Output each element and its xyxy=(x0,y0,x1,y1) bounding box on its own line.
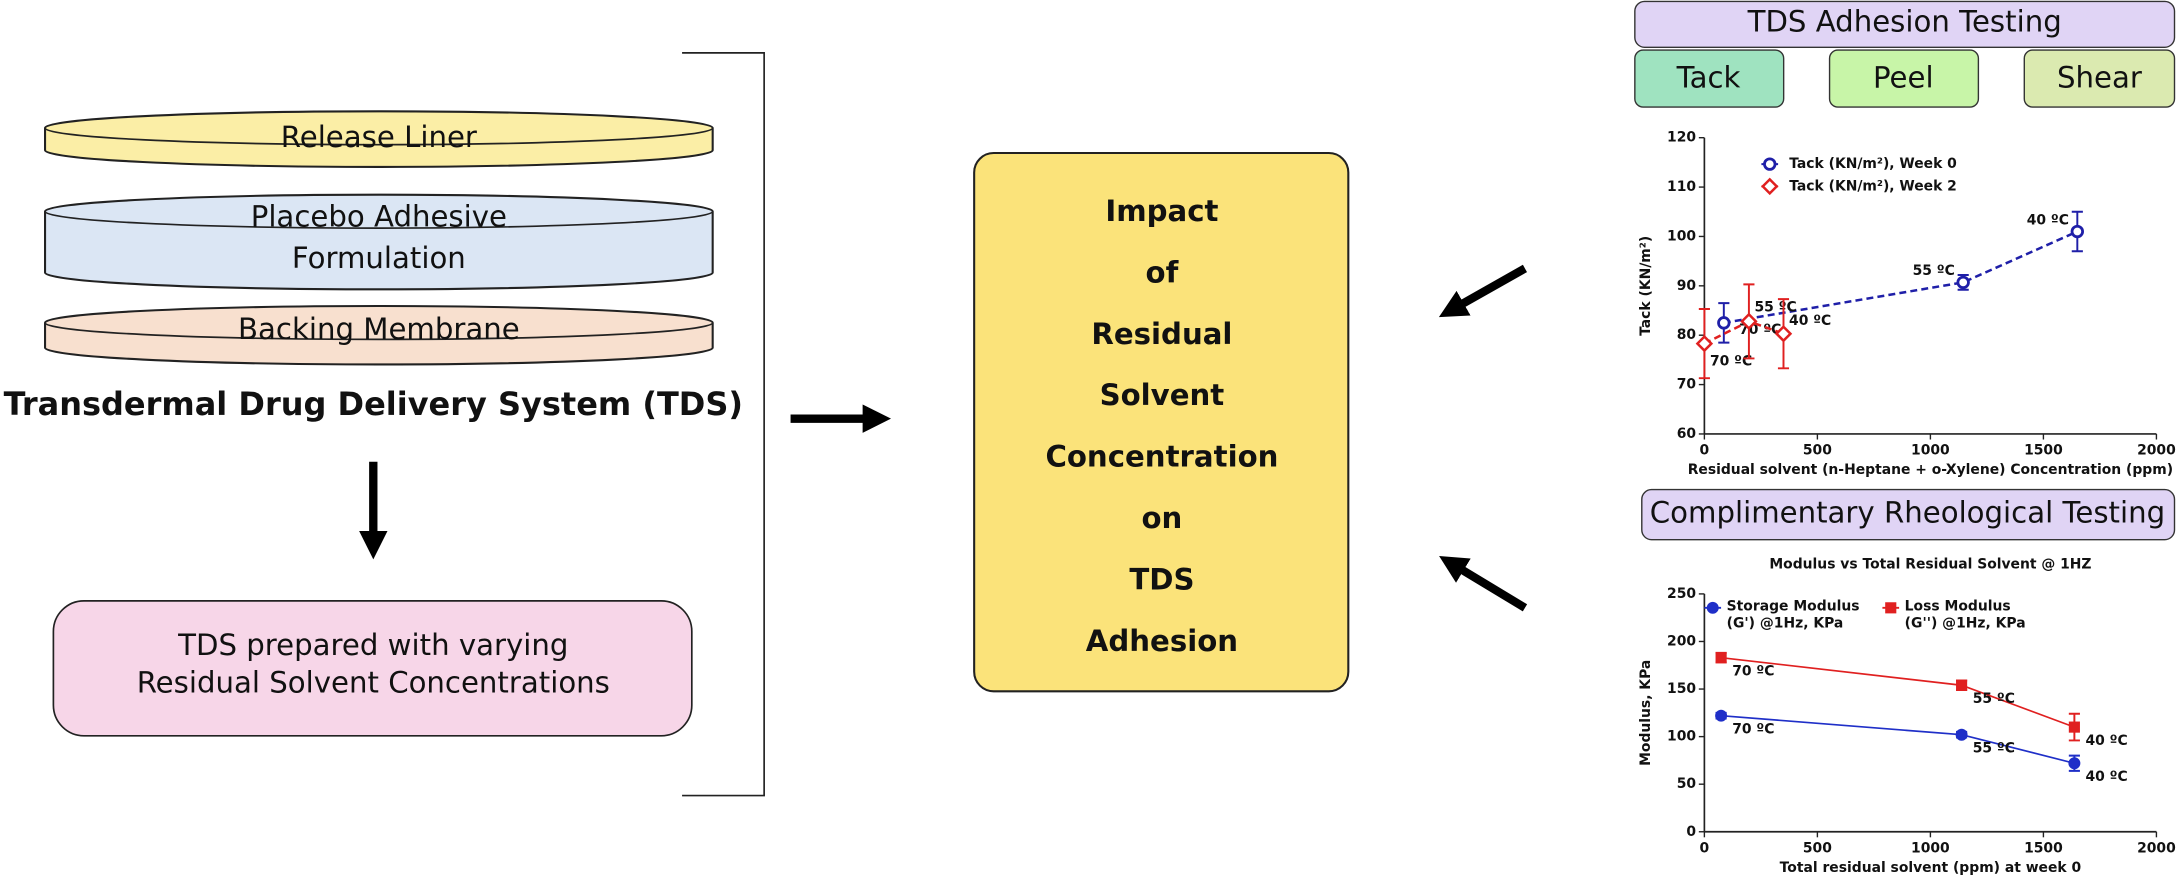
x-tick-label: 0 xyxy=(1700,443,1710,459)
layer-label: Backing Membrane xyxy=(238,312,520,346)
point-label: 70 ºC xyxy=(1732,722,1774,738)
bracket xyxy=(682,52,765,797)
marker xyxy=(1885,602,1897,614)
marker xyxy=(1717,316,1731,330)
legend-label: Loss Modulus (G'') @1Hz, KPa xyxy=(1904,599,2026,632)
header-box xyxy=(1634,0,2176,48)
marker xyxy=(1956,275,1970,290)
test-box xyxy=(1634,49,1785,108)
marker xyxy=(1761,177,1779,196)
test-box xyxy=(2023,49,2176,108)
rheology-header: Complimentary Rheological Testing xyxy=(1650,496,2165,530)
x-tick-label: 0 xyxy=(1700,840,1710,856)
test-box xyxy=(1828,49,1980,108)
y-tick-label: 90 xyxy=(1677,278,1696,294)
layer-label: Formulation xyxy=(292,241,466,275)
layer-placebo-adhesive: Placebo Adhesive Formulation xyxy=(44,193,714,291)
y-tick-label: 100 xyxy=(1667,729,1696,745)
legend-entry: Storage Modulus (G') @1Hz, KPa xyxy=(1726,599,1860,632)
y-tick-label: 120 xyxy=(1667,130,1696,146)
marker xyxy=(1956,679,1968,691)
central-line: Residual xyxy=(1091,317,1232,351)
series-line xyxy=(1723,230,2078,325)
marker xyxy=(1715,709,1728,722)
point-label: 55 ºC xyxy=(1973,741,2015,757)
y-tick-label: 70 xyxy=(1677,377,1696,393)
x-tick-label: 2000 xyxy=(2137,443,2176,459)
point-label: 40 ºC xyxy=(2086,769,2128,785)
chart-title: Modulus vs Total Residual Solvent @ 1HZ xyxy=(1769,557,2091,573)
legend-label: Tack (KN/m²), Week 0 xyxy=(1789,156,1957,172)
x-tick-label: 500 xyxy=(1803,840,1832,856)
y-tick-label: 80 xyxy=(1677,327,1696,343)
y-tick-label: 50 xyxy=(1677,776,1696,792)
x-tick-label: 500 xyxy=(1803,443,1832,459)
central-text: Impact of Residual Solvent Concentration on TD… xyxy=(1045,194,1278,658)
test-label: Shear xyxy=(2057,60,2142,94)
marker xyxy=(2068,757,2081,770)
central-line: on xyxy=(1142,501,1183,535)
marker xyxy=(1955,728,1968,741)
marker xyxy=(1763,157,1777,171)
legend-label: Storage Modulus (G') @1Hz, KPa xyxy=(1726,599,1860,632)
central-line: Solvent xyxy=(1100,378,1225,412)
marker xyxy=(1715,652,1727,664)
marker xyxy=(1740,312,1758,331)
legend-entry: Loss Modulus (G'') @1Hz, KPa xyxy=(1904,599,2026,632)
central-line: Impact xyxy=(1105,194,1218,228)
arrow xyxy=(1438,264,1528,318)
chart: 60 70 80 90 100 110 120 0 500 1000 1500 2000 Residua… xyxy=(1638,130,2176,478)
y-axis-label: Tack (KN/m²) xyxy=(1638,236,1654,336)
y-axis-label: Modulus, KPa xyxy=(1638,660,1654,766)
point-label: 40 ºC xyxy=(2027,212,2069,228)
arrow xyxy=(1439,555,1528,612)
point-label: 40 ºC xyxy=(1789,313,1831,329)
adhesion-header: TDS Adhesion Testing xyxy=(1747,5,2062,39)
marker xyxy=(1706,601,1719,614)
marker xyxy=(1774,324,1793,343)
prepared-text: TDS prepared with varying xyxy=(177,628,568,662)
layer-label: Placebo Adhesive xyxy=(251,199,507,233)
prepared-box xyxy=(52,600,693,737)
prepared-text: Residual Solvent Concentrations xyxy=(137,665,610,699)
y-tick-label: 0 xyxy=(1686,824,1696,840)
y-tick-label: 250 xyxy=(1667,586,1696,602)
layer-release-liner: Release Liner xyxy=(44,110,714,168)
point-label: 40 ºC xyxy=(2086,733,2128,749)
legend-label: Tack (KN/m²), Week 2 xyxy=(1789,178,1957,194)
point-label: 70 ºC xyxy=(1732,664,1774,680)
chart: Modulus vs Total Residual Solvent @ 1HZ 0… xyxy=(1638,557,2176,876)
layer-backing-membrane: Backing Membrane xyxy=(44,304,714,366)
y-tick-label: 200 xyxy=(1667,633,1696,649)
point-label: 55 ºC xyxy=(1973,691,2015,707)
central-line: TDS xyxy=(1129,563,1194,597)
x-axis-label: Total residual solvent (ppm) at week 0 xyxy=(1780,860,2081,876)
layer-label: Release Liner xyxy=(281,120,477,154)
x-tick-label: 2000 xyxy=(2137,840,2176,856)
y-tick-label: 110 xyxy=(1667,179,1696,195)
y-tick-label: 100 xyxy=(1667,228,1696,244)
point-label: 70 ºC xyxy=(1710,354,1752,370)
header-box xyxy=(1641,488,2176,541)
x-tick-label: 1000 xyxy=(1911,443,1950,459)
x-tick-label: 1000 xyxy=(1911,840,1950,856)
x-tick-label: 1500 xyxy=(2024,443,2063,459)
central-line: of xyxy=(1146,255,1179,289)
y-tick-label: 150 xyxy=(1667,681,1696,697)
marker xyxy=(2070,224,2084,239)
point-label: 55 ºC xyxy=(1913,263,1955,279)
marker xyxy=(2068,721,2080,733)
y-tick-label: 60 xyxy=(1677,426,1696,442)
marker xyxy=(1695,334,1714,353)
central-box xyxy=(973,151,1350,693)
central-line: Concentration xyxy=(1045,440,1278,474)
system-label: Transdermal Drug Delivery System (TDS) xyxy=(4,385,743,423)
x-axis-label: Residual solvent (n-Heptane + o-Xylene) … xyxy=(1688,462,2173,478)
point-label: 55 ºC xyxy=(1754,299,1796,315)
central-line: Adhesion xyxy=(1086,624,1238,658)
test-label: Tack xyxy=(1676,60,1741,94)
x-tick-label: 1500 xyxy=(2024,840,2063,856)
test-label: Peel xyxy=(1873,60,1934,94)
